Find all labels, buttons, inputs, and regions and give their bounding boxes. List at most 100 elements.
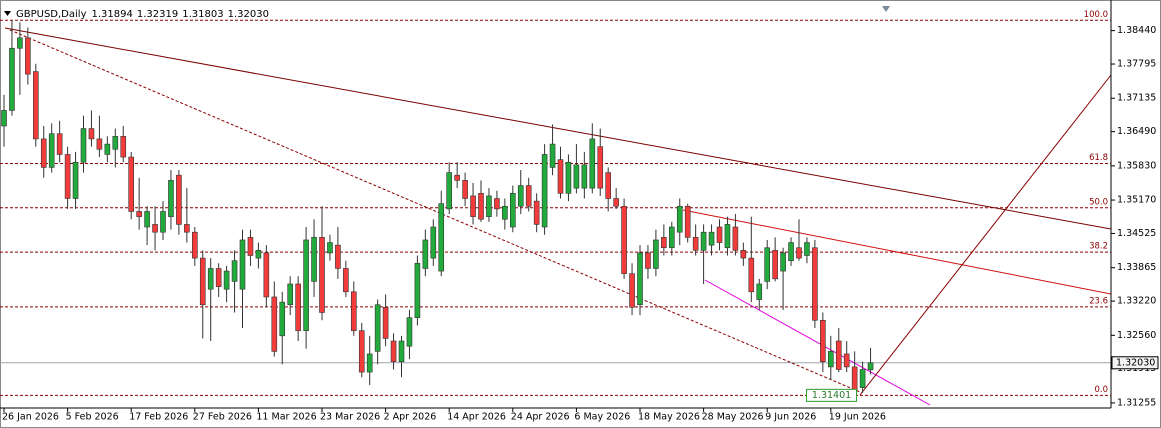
panel-handle — [882, 6, 890, 12]
candle-body — [382, 307, 389, 339]
candle-body — [239, 239, 246, 290]
y-tick-label: 1.34525 — [1117, 228, 1156, 239]
candle-body — [653, 239, 659, 269]
y-tick-label: 1.37135 — [1117, 93, 1156, 104]
candle-body — [764, 247, 771, 282]
candle-body — [263, 252, 270, 298]
fibo-label: 23.6 — [1089, 296, 1108, 306]
candle-body — [287, 283, 294, 306]
candle-body — [398, 340, 405, 363]
candle-body — [255, 250, 262, 259]
candle-body — [199, 257, 206, 306]
candle-body — [176, 174, 182, 225]
trendlines — [4, 27, 1111, 406]
candle-body — [303, 239, 309, 331]
candle-body — [88, 128, 95, 140]
low: 1.31803 — [182, 9, 223, 20]
candle-body — [756, 283, 763, 300]
candle-body — [478, 193, 484, 220]
candle-body — [350, 291, 357, 331]
high: 1.32319 — [137, 9, 178, 20]
candle-body — [716, 226, 723, 243]
x-tick-label: 27 Feb 2026 — [193, 412, 252, 423]
candle-body — [48, 133, 55, 168]
candle-body — [358, 330, 365, 373]
trendline — [859, 74, 1111, 396]
candle-body — [692, 237, 699, 251]
trendline — [704, 279, 931, 406]
y-tick-label: 1.33865 — [1117, 262, 1156, 273]
menu-arrow — [4, 11, 11, 16]
candle-body — [605, 172, 612, 199]
y-tick-label: 1.38440 — [1117, 25, 1156, 36]
candle-body — [390, 340, 397, 363]
candle-body — [812, 247, 818, 321]
candle-body — [144, 211, 150, 228]
candle-body — [152, 224, 158, 233]
candle-body — [748, 257, 755, 293]
candle-body — [64, 154, 71, 199]
candle-body — [494, 198, 500, 210]
candle-body — [406, 317, 413, 347]
fibo-label: 50.0 — [1089, 197, 1108, 207]
trendline — [9, 29, 861, 393]
candle-body — [120, 136, 127, 158]
candle-body — [80, 128, 87, 163]
x-tick-label: 28 May 2026 — [702, 412, 764, 423]
candle-body — [168, 180, 174, 217]
candle-body — [867, 362, 874, 371]
y-tick-label: 1.32560 — [1117, 330, 1156, 341]
current-price-label: 1.32030 — [1116, 357, 1155, 368]
candle-body — [804, 242, 810, 256]
x-tick-label: 26 Jan 2026 — [2, 412, 59, 423]
x-tick-label: 18 May 2026 — [638, 412, 700, 423]
fibo-label: 61.8 — [1089, 153, 1108, 163]
candle-body — [851, 366, 858, 391]
candle-body — [311, 237, 317, 282]
candle-body — [597, 146, 604, 189]
candle-body — [335, 244, 341, 269]
x-tick-label: 23 Mar 2026 — [320, 412, 380, 423]
candle-body — [223, 270, 230, 290]
candle-body — [56, 133, 63, 155]
y-tick-label: 1.36490 — [1117, 126, 1156, 137]
candle-body — [557, 159, 564, 194]
x-tick-label: 24 Apr 2026 — [511, 412, 570, 423]
y-tick-label: 1.35830 — [1117, 160, 1156, 171]
candle-body — [462, 180, 468, 199]
candle-body — [40, 138, 47, 168]
candle-body — [533, 200, 540, 225]
y-tick-label: 1.35170 — [1117, 195, 1156, 206]
candle-body — [541, 154, 548, 228]
candle-body — [17, 37, 23, 49]
candle-body — [843, 353, 850, 368]
candle-body — [589, 138, 596, 189]
candle-body — [772, 250, 778, 280]
candle-body — [724, 224, 731, 249]
candle-body — [740, 250, 747, 259]
candle-body — [112, 136, 119, 150]
candle-body — [414, 262, 421, 318]
candle-body — [271, 296, 278, 352]
symbol: GBPUSD,Daily — [16, 9, 87, 20]
x-tick-label: 9 Jun 2026 — [765, 412, 816, 423]
candle-body — [32, 71, 39, 140]
candle-body — [319, 237, 325, 313]
x-tick-label: 6 May 2026 — [574, 412, 630, 423]
candle-body — [780, 252, 786, 272]
chart-header: GBPUSD,Daily 1.31894 1.32319 1.31803 1.32030 — [16, 9, 269, 20]
candle-body — [835, 340, 842, 370]
candle-body — [517, 185, 524, 207]
candle-body — [525, 185, 532, 207]
candle-body — [446, 172, 453, 210]
candle-body — [72, 161, 79, 199]
candle-body — [366, 353, 373, 373]
candle-body — [207, 268, 214, 290]
fibo-label: 100.0 — [1084, 10, 1108, 20]
candle-body — [684, 205, 691, 238]
candle-body — [430, 226, 437, 259]
candle-body — [613, 198, 619, 207]
candle-body — [700, 231, 707, 251]
